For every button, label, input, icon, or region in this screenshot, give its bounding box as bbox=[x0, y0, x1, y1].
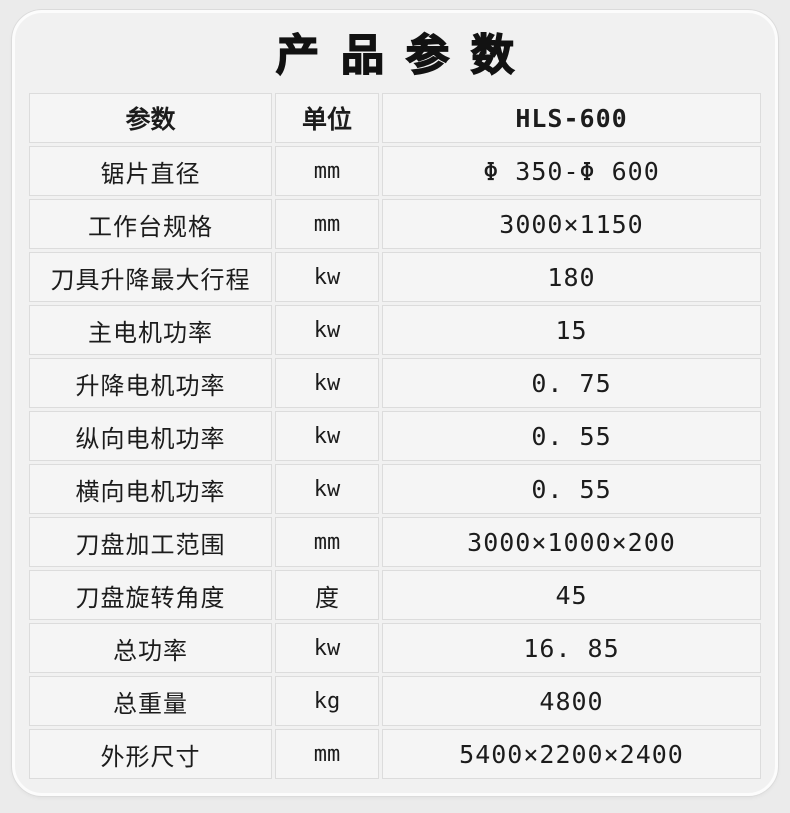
value-cell: Φ 350-Φ 600 bbox=[382, 146, 761, 196]
param-cell: 横向电机功率 bbox=[29, 464, 272, 514]
unit-cell: mm bbox=[275, 146, 379, 196]
value-cell: 45 bbox=[382, 570, 761, 620]
value-cell: 3000×1150 bbox=[382, 199, 761, 249]
value-cell: 16. 85 bbox=[382, 623, 761, 673]
param-cell: 纵向电机功率 bbox=[29, 411, 272, 461]
product-params-card: 产品参数 参数 单位 HLS-600 锯片直径 mm Φ 350-Φ 600 工… bbox=[12, 10, 778, 796]
value-cell: 3000×1000×200 bbox=[382, 517, 761, 567]
value-cell: 5400×2200×2400 bbox=[382, 729, 761, 779]
value-cell: 0. 55 bbox=[382, 411, 761, 461]
specs-table-body: 锯片直径 mm Φ 350-Φ 600 工作台规格 mm 3000×1150 刀… bbox=[29, 146, 761, 779]
param-cell: 锯片直径 bbox=[29, 146, 272, 196]
value-cell: 15 bbox=[382, 305, 761, 355]
unit-cell: mm bbox=[275, 199, 379, 249]
param-cell: 工作台规格 bbox=[29, 199, 272, 249]
page-title: 产品参数 bbox=[275, 31, 536, 81]
unit-cell: kw bbox=[275, 623, 379, 673]
col-header-parameter: 参数 bbox=[29, 93, 272, 143]
table-header-row: 参数 单位 HLS-600 bbox=[29, 93, 761, 143]
unit-cell: kw bbox=[275, 252, 379, 302]
unit-cell: kg bbox=[275, 676, 379, 726]
value-cell: 0. 75 bbox=[382, 358, 761, 408]
param-cell: 总重量 bbox=[29, 676, 272, 726]
unit-cell: kw bbox=[275, 305, 379, 355]
specs-table: 参数 单位 HLS-600 锯片直径 mm Φ 350-Φ 600 工作台规格 … bbox=[26, 90, 764, 782]
unit-cell: 度 bbox=[275, 570, 379, 620]
unit-cell: kw bbox=[275, 464, 379, 514]
unit-cell: kw bbox=[275, 358, 379, 408]
col-header-unit: 单位 bbox=[275, 93, 379, 143]
col-header-model: HLS-600 bbox=[382, 93, 761, 143]
unit-cell: mm bbox=[275, 729, 379, 779]
param-cell: 主电机功率 bbox=[29, 305, 272, 355]
unit-cell: kw bbox=[275, 411, 379, 461]
value-cell: 180 bbox=[382, 252, 761, 302]
table-row: 外形尺寸 mm 5400×2200×2400 bbox=[29, 729, 761, 779]
value-cell: 4800 bbox=[382, 676, 761, 726]
table-row: 刀具升降最大行程 kw 180 bbox=[29, 252, 761, 302]
param-cell: 外形尺寸 bbox=[29, 729, 272, 779]
table-row: 纵向电机功率 kw 0. 55 bbox=[29, 411, 761, 461]
param-cell: 刀盘加工范围 bbox=[29, 517, 272, 567]
param-cell: 刀具升降最大行程 bbox=[29, 252, 272, 302]
table-row: 工作台规格 mm 3000×1150 bbox=[29, 199, 761, 249]
value-cell: 0. 55 bbox=[382, 464, 761, 514]
param-cell: 刀盘旋转角度 bbox=[29, 570, 272, 620]
table-row: 锯片直径 mm Φ 350-Φ 600 bbox=[29, 146, 761, 196]
table-row: 刀盘旋转角度 度 45 bbox=[29, 570, 761, 620]
table-row: 升降电机功率 kw 0. 75 bbox=[29, 358, 761, 408]
unit-cell: mm bbox=[275, 517, 379, 567]
table-row: 主电机功率 kw 15 bbox=[29, 305, 761, 355]
param-cell: 总功率 bbox=[29, 623, 272, 673]
table-row: 总功率 kw 16. 85 bbox=[29, 623, 761, 673]
table-row: 总重量 kg 4800 bbox=[29, 676, 761, 726]
table-row: 刀盘加工范围 mm 3000×1000×200 bbox=[29, 517, 761, 567]
table-row: 横向电机功率 kw 0. 55 bbox=[29, 464, 761, 514]
param-cell: 升降电机功率 bbox=[29, 358, 272, 408]
